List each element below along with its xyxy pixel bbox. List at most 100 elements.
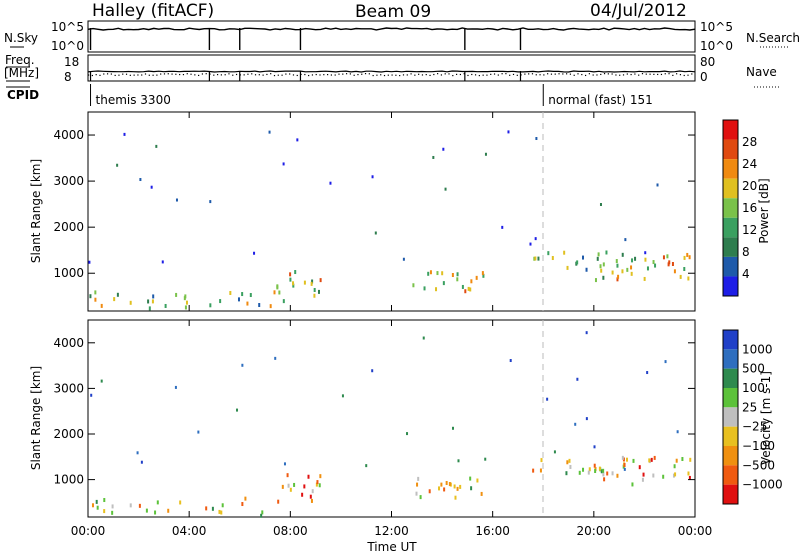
cpid-segment-label-0: themis 3300 [96,93,171,107]
nave-dot [228,73,230,75]
cell-scatter [140,460,143,464]
nave-dot [277,74,279,76]
cell-4 [602,275,605,280]
cell-scatter [451,426,454,430]
cell-scatter [175,198,178,202]
cell-1 [276,285,279,290]
nave-dot [247,73,249,75]
nave-dot [455,73,458,76]
ytick-label-0: 1000 [53,266,84,280]
nave-dot [474,74,477,76]
cell-4 [616,473,619,478]
cell-scatter [484,457,487,461]
cell-3 [600,268,603,273]
power-colorbar-tick-3: 16 [742,201,757,215]
nave-dot [364,73,367,75]
cell-scatter [241,363,244,367]
cell-scatter [268,130,271,134]
velocity-colorbar-swatch-2 [723,368,738,388]
power-colorbar-tick-1: 8 [742,245,750,259]
nave-dot [296,74,298,77]
cell-1 [317,289,320,294]
nave-dot [391,74,393,76]
nave-dot [421,74,424,76]
cell-4 [594,469,597,474]
nave-dot [543,74,545,76]
cell-scatter [123,132,126,136]
time-axis-label: Time UT [366,540,417,554]
cell-4 [616,277,619,282]
velocity-colorbar-label: Velocity [m s-1] [759,371,773,465]
cell-0 [205,506,208,511]
cell-0 [164,303,167,308]
cell-1 [313,287,316,292]
cell-1 [313,293,316,298]
xtick-label-0: 00:00 [71,524,106,538]
nave-dot [653,73,655,75]
power-colorbar-swatch-1 [723,139,738,160]
nsky-tick-low: 10^0 [51,39,84,53]
nave-dot [292,74,295,76]
cell-scatter [535,137,538,141]
freq-tick-low: 8 [64,70,72,84]
cell-0 [282,299,285,304]
nsky-strip-frame [87,20,696,53]
cell-3 [582,255,585,260]
nave-dot [573,74,575,76]
cell-0 [96,505,99,510]
nave-dot [205,73,207,75]
cell-4 [631,482,634,487]
velocity-colorbar-tick-6: −500 [742,458,775,472]
power-cells [88,130,691,311]
cell-2 [445,480,448,485]
nave-dot [558,73,560,75]
cell-scatter [402,257,405,261]
cell-2 [427,271,430,276]
nave-dot [114,74,116,77]
nave-dot [308,74,310,77]
nave-dot [683,74,685,77]
cell-scatter [644,251,647,255]
cell-0 [91,503,94,508]
xtick-label-4: 16:00 [475,524,510,538]
velocity-colorbar-tick-0: 1000 [742,342,773,356]
cell-2 [435,287,438,292]
cell-2 [464,289,467,294]
nsearch-label: N.Search [746,31,800,45]
cell-4 [603,477,606,482]
nave-dot [182,73,185,76]
cell-4 [641,477,644,482]
cell-3 [587,470,590,475]
cell-4 [602,472,605,477]
nave-dot [273,74,276,77]
nave-dot [444,73,446,75]
velocity-colorbar-swatch-8 [723,484,738,504]
cell-scatter [444,187,447,191]
power-colorbar-tick-6: 28 [742,135,757,149]
freq-tick-high: 18 [64,55,79,69]
cell-0 [103,498,106,503]
cell-4 [638,465,641,470]
nave-dot [129,74,131,76]
cell-scatter [283,462,286,466]
velocity-cells [90,331,692,518]
nave-dot [387,74,389,76]
cell-1 [292,283,295,288]
power-ylabel: Slant Range [km] [29,159,43,263]
nave-dot [103,73,105,75]
beam-title: Beam 09 [355,2,431,22]
cell-0 [111,510,114,515]
nave-dot [664,73,666,75]
nave-dot [353,74,355,76]
nave-dot [448,73,450,75]
cell-1 [301,492,304,497]
ytick-label-3: 4000 [53,128,84,142]
nave-dot [220,74,222,76]
cell-3 [537,256,540,261]
cell-1 [289,277,292,282]
nave-dot [414,74,416,76]
velocity-colorbar-frame [722,329,739,505]
nave-dot [547,73,549,75]
cell-0 [260,513,263,518]
power-colorbar-swatch-8 [723,276,738,296]
